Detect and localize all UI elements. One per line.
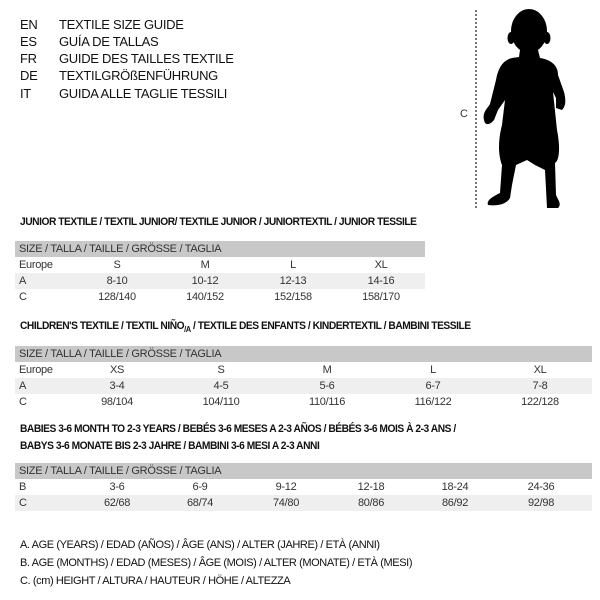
table-cell: 8-10 (106, 275, 128, 287)
lang-code: ES (20, 34, 37, 49)
table-cell: 3-4 (109, 380, 125, 392)
lang-code: EN (20, 17, 38, 32)
table-cell: 140/152 (186, 291, 224, 303)
children-section-title: CHILDREN'S TEXTILE / TEXTIL NIÑO/A / TEX… (20, 320, 471, 334)
table-cell: 152/158 (274, 291, 312, 303)
table-row: C 128/140 140/152 152/158 158/170 (15, 289, 425, 305)
table-cell: 110/116 (308, 396, 346, 408)
table-row: Europe S M L XL (15, 257, 425, 273)
title-text: CHILDREN'S TEXTILE / TEXTIL NIÑO (20, 320, 185, 332)
table-cell: 128/140 (98, 291, 136, 303)
table-cell: 98/104 (101, 396, 133, 408)
height-measure-line (475, 10, 477, 208)
lang-title: TEXTILE SIZE GUIDE (59, 17, 184, 32)
table-cell: L (290, 259, 296, 271)
table-cell: 158/170 (362, 291, 400, 303)
lang-title: GUIDE DES TAILLES TEXTILE (59, 51, 234, 66)
lang-code: FR (20, 51, 37, 66)
table-cell: 12-18 (357, 481, 385, 493)
table-cell: M (322, 364, 332, 376)
table-cell: 6-7 (425, 380, 441, 392)
babies-section-title-line1: BABIES 3-6 MONTH TO 2-3 YEARS / BEBÉS 3-… (20, 423, 456, 435)
height-measure-label: C (460, 108, 468, 120)
table-row: C 98/104 104/110 110/116 116/122 122/128 (15, 394, 592, 410)
table-cell: 80/86 (357, 497, 385, 509)
table-cell: 62/68 (103, 497, 131, 509)
table-cell: M (200, 259, 210, 271)
row-label: Europe (19, 259, 53, 271)
table-cell: 14-16 (367, 275, 395, 287)
table-row: Europe XS S M L XL (15, 362, 592, 378)
row-label: C (19, 497, 27, 509)
table-header: SIZE / TALLA / TAILLE / GRÖSSE / TAGLIA (15, 463, 592, 479)
title-subscript: /A (184, 325, 191, 335)
child-silhouette-icon (483, 9, 566, 208)
row-label: A (19, 380, 27, 392)
row-label: C (19, 396, 27, 408)
title-text: / TEXTILE DES ENFANTS / KINDERTEXTIL / B… (190, 320, 471, 332)
table-cell: 122/128 (521, 396, 559, 408)
table-cell: S (113, 259, 121, 271)
table-cell: 7-8 (532, 380, 548, 392)
table-row: A 3-4 4-5 5-6 6-7 7-8 (15, 378, 592, 394)
table-cell: XL (533, 364, 547, 376)
table-header: SIZE / TALLA / TAILLE / GRÖSSE / TAGLIA (15, 346, 592, 362)
table-cell: 86/92 (441, 497, 469, 509)
table-cell: 10-12 (191, 275, 219, 287)
table-cell: XL (374, 259, 388, 271)
table-cell: 24-36 (527, 481, 555, 493)
table-cell: 104/110 (202, 396, 240, 408)
lang-title: GUÍA DE TALLAS (59, 34, 159, 49)
table-cell: 9-12 (275, 481, 297, 493)
table-cell: 92/98 (527, 497, 555, 509)
legend-item-a: A. AGE (YEARS) / EDAD (AÑOS) / ÂGE (ANS)… (20, 539, 380, 551)
lang-code: DE (20, 68, 38, 83)
babies-section-title-line2: BABYS 3-6 MONATE BIS 2-3 JAHRE / BAMBINI… (20, 440, 320, 452)
table-cell: 12-13 (279, 275, 307, 287)
legend-item-b: B. AGE (MONTHS) / EDAD (MESES) / ÂGE (MO… (20, 557, 413, 569)
table-cell: XS (109, 364, 125, 376)
lang-title: TEXTILGRÖßENFÜHRUNG (59, 68, 218, 83)
legend-item-c: C. (cm) HEIGHT / ALTURA / HAUTEUR / HÖHE… (20, 575, 291, 587)
table-cell: 5-6 (319, 380, 335, 392)
table-cell: 74/80 (272, 497, 300, 509)
table-row: C 62/68 68/74 74/80 80/86 86/92 92/98 (15, 495, 592, 511)
row-label: A (19, 275, 27, 287)
table-cell: 6-9 (192, 481, 208, 493)
children-size-table: SIZE / TALLA / TAILLE / GRÖSSE / TAGLIA … (15, 346, 592, 410)
table-row: A 8-10 10-12 12-13 14-16 (15, 273, 425, 289)
junior-section-title: JUNIOR TEXTILE / TEXTIL JUNIOR/ TEXTILE … (20, 216, 417, 228)
babies-size-table: SIZE / TALLA / TAILLE / GRÖSSE / TAGLIA … (15, 463, 592, 511)
table-cell: 3-6 (109, 481, 125, 493)
row-label: B (19, 481, 27, 493)
table-row: B 3-6 6-9 9-12 12-18 18-24 24-36 (15, 479, 592, 495)
table-header: SIZE / TALLA / TAILLE / GRÖSSE / TAGLIA (15, 241, 425, 257)
table-cell: 116/122 (414, 396, 452, 408)
table-cell: L (430, 364, 436, 376)
lang-title: GUIDA ALLE TAGLIE TESSILI (59, 86, 228, 101)
table-cell: 68/74 (186, 497, 214, 509)
junior-size-table: SIZE / TALLA / TAILLE / GRÖSSE / TAGLIA … (15, 241, 425, 305)
legend: A. AGE (YEARS) / EDAD (AÑOS) / ÂGE (ANS)… (20, 536, 412, 590)
lang-code: IT (20, 86, 31, 101)
table-cell: S (217, 364, 225, 376)
table-cell: 4-5 (213, 380, 229, 392)
row-label: C (19, 291, 27, 303)
row-label: Europe (19, 364, 53, 376)
table-cell: 18-24 (441, 481, 469, 493)
